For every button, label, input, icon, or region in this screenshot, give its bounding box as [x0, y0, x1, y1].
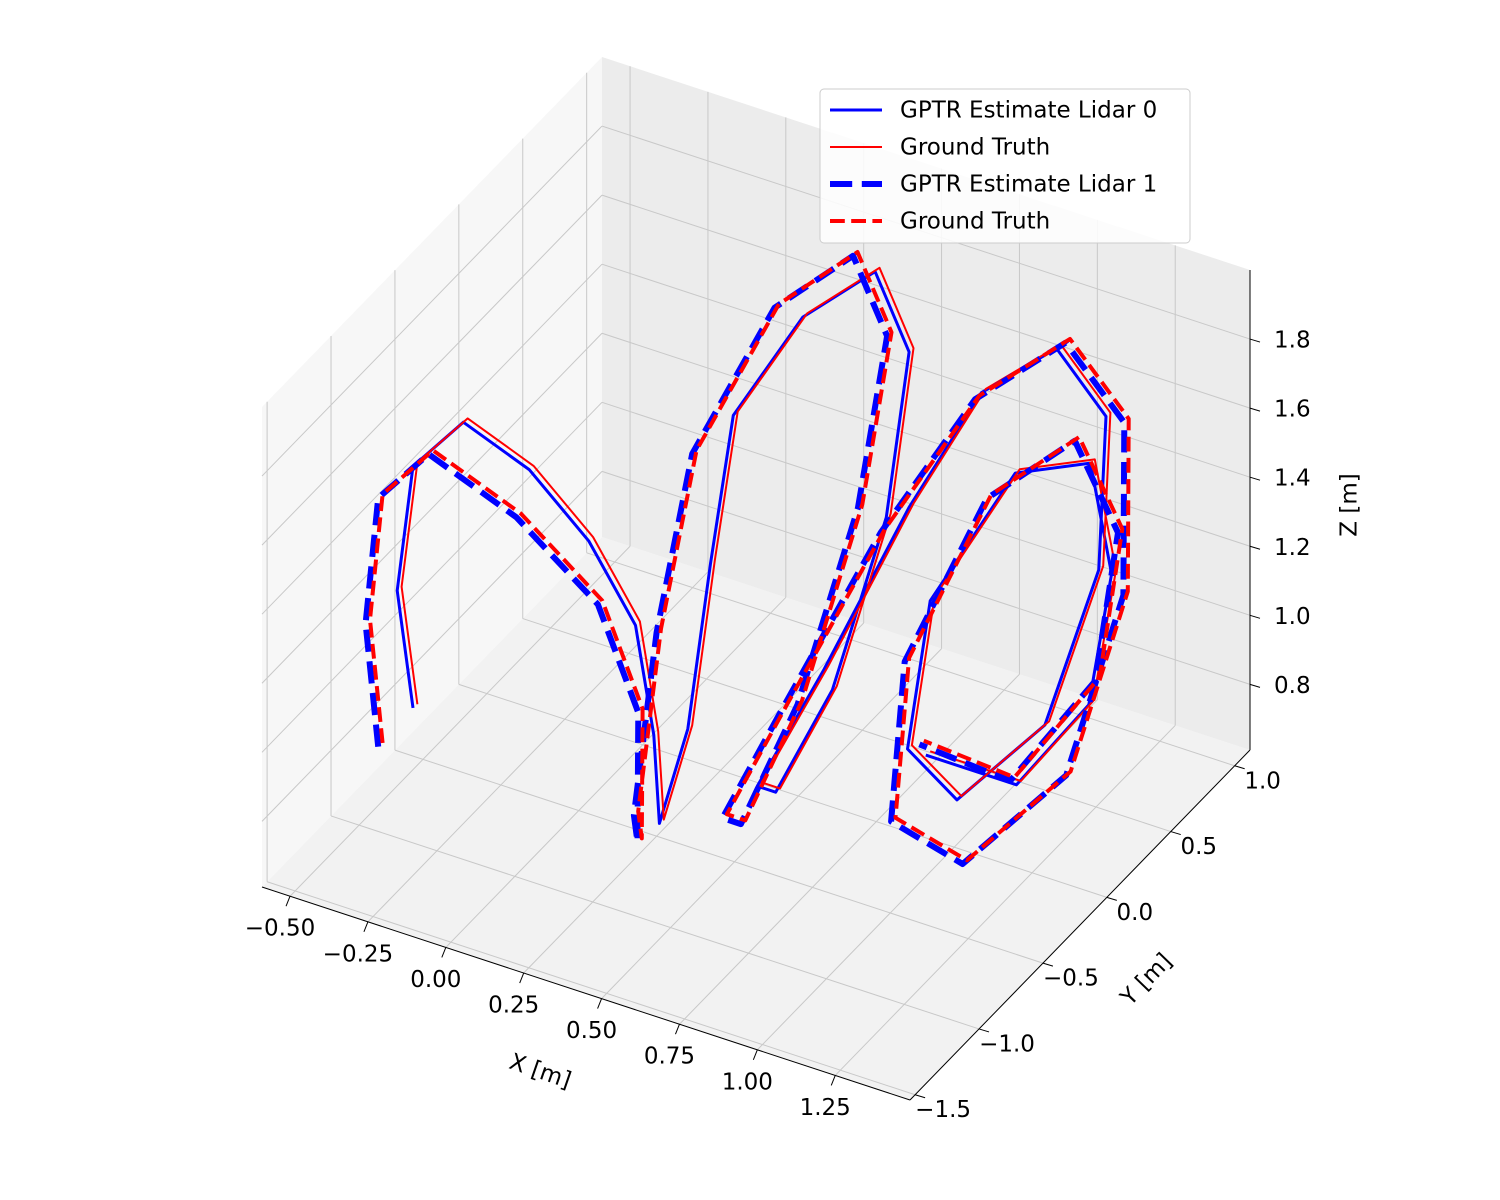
grid-line [367, 571, 709, 923]
grid-line [601, 332, 1251, 547]
tick-mark [1249, 476, 1261, 481]
legend-label: Ground Truth [900, 135, 1050, 161]
grid-line [601, 401, 1251, 616]
lines [362, 250, 1131, 867]
z-tick-label: 1.8 [1274, 328, 1311, 354]
x-tick-label: 0.00 [410, 967, 461, 993]
tick-mark [519, 972, 525, 984]
grid-line [394, 749, 1044, 964]
x-tick-label: −0.50 [245, 916, 315, 942]
tick-mark [597, 998, 603, 1009]
axis-line [909, 749, 1251, 1101]
floor-pane [262, 537, 1250, 1100]
grid-line [330, 815, 980, 1030]
y-tick-label: 1.0 [1244, 768, 1281, 794]
grid-line [601, 648, 942, 999]
x-tick-label: 1.25 [800, 1095, 851, 1121]
y-tick-label: 0.0 [1117, 900, 1154, 926]
tick-mark [830, 1075, 836, 1086]
trajectory [368, 250, 1131, 863]
legend-label: GPTR Estimate Lidar 1 [900, 172, 1157, 198]
z-tick-label: 1.6 [1274, 397, 1311, 423]
grid-line [261, 332, 603, 684]
grid-line [261, 263, 603, 615]
tick-mark [363, 921, 369, 933]
tick-mark [978, 1028, 990, 1033]
trajectory [362, 252, 1128, 867]
z-tick-label: 1.4 [1274, 466, 1311, 492]
axis-line [261, 886, 911, 1101]
y-tick-label: −0.5 [1043, 966, 1099, 992]
tick-mark [1249, 614, 1261, 619]
grid-line [458, 683, 1107, 898]
tick-mark [1249, 545, 1261, 550]
grid-line [289, 545, 631, 897]
grid-line [679, 673, 1020, 1025]
grid-line [261, 471, 603, 822]
grid-line [266, 881, 916, 1096]
tick-mark [1106, 896, 1117, 901]
grid-line [261, 401, 603, 753]
legend: GPTR Estimate Lidar 0 Ground Truth GPTR Es… [819, 88, 1191, 244]
grid-line [601, 470, 1251, 685]
x-tick-label: 1.00 [722, 1069, 773, 1095]
axes [261, 270, 1261, 1101]
tick-mark [285, 896, 291, 907]
tick-mark [1042, 962, 1054, 967]
z-tick-label: 1.2 [1274, 535, 1311, 561]
x-axis-label: X [m] [506, 1049, 574, 1094]
x-tick-label: 0.75 [644, 1044, 695, 1070]
x-tick-label: 0.50 [566, 1018, 617, 1044]
tick-mark [674, 1024, 680, 1035]
z-tick-label: 1.0 [1274, 604, 1311, 630]
x-tick-label: 0.25 [488, 993, 539, 1019]
grid-line [601, 263, 1251, 478]
y-axis-label: Y [m] [1115, 948, 1177, 1011]
tick-mark [441, 947, 447, 958]
grid-line [522, 618, 1171, 833]
tick-mark [752, 1049, 758, 1061]
y-tick-label: −1.0 [979, 1031, 1035, 1057]
y-tick-label: 0.5 [1180, 834, 1217, 860]
left-pane [262, 57, 602, 887]
tick-mark [1249, 683, 1261, 688]
grid-line [445, 597, 787, 948]
grid-line [834, 725, 1176, 1076]
x-tick-label: −0.25 [323, 941, 393, 967]
legend-box [819, 88, 1191, 244]
tick-mark [1249, 338, 1261, 343]
legend-label: Ground Truth [900, 209, 1050, 235]
z-tick-label: 0.8 [1274, 673, 1311, 699]
tick-mark [914, 1094, 926, 1099]
panes [262, 57, 1250, 1100]
z-axis-label: Z [m] [1337, 473, 1363, 536]
tick-mark [1170, 831, 1181, 836]
grid-line [601, 194, 1251, 409]
grid-line [261, 125, 603, 477]
tick-mark [1249, 407, 1261, 412]
tick-mark [1234, 765, 1245, 770]
legend-label: GPTR Estimate Lidar 0 [900, 98, 1157, 124]
y-tick-label: −1.5 [915, 1097, 971, 1123]
grid-line [261, 194, 603, 546]
